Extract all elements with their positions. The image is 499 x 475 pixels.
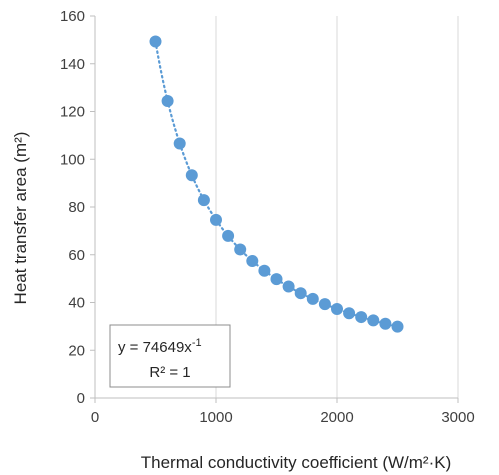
data-point: [367, 314, 380, 327]
data-point: [379, 317, 392, 330]
data-point: [294, 287, 307, 300]
y-tick-label: 0: [77, 390, 85, 407]
grid-layer: [215, 16, 459, 398]
data-point: [355, 311, 368, 324]
data-point: [197, 194, 210, 207]
trendline-equation-box: y = 74649x-1 R² = 1: [109, 324, 231, 388]
equation-text: y = 74649x-1: [118, 337, 202, 356]
x-tick-label: 3000: [441, 409, 474, 426]
data-point: [258, 264, 271, 277]
x-tick-label: 2000: [320, 409, 353, 426]
y-tick-label: 120: [60, 104, 85, 121]
data-point: [173, 137, 186, 150]
data-point: [282, 280, 295, 293]
data-point: [185, 169, 198, 182]
equation-prefix: y = 74649x: [118, 339, 192, 356]
r-squared-text: R² = 1: [149, 364, 190, 381]
data-point: [149, 35, 162, 48]
data-point: [343, 307, 356, 320]
data-point: [161, 94, 174, 107]
data-point: [270, 273, 283, 286]
tick-labels: 0 20 40 60 80 100 120 140 160 0 1000 2000 3000: [60, 8, 475, 426]
x-axis-title: Thermal conductivity coefficient (W/m²·K…: [141, 453, 451, 472]
data-point: [210, 213, 222, 226]
data-point: [331, 302, 343, 315]
x-tick-label: 1000: [199, 409, 232, 426]
x-tick-label: 0: [91, 409, 99, 426]
y-tick-label: 60: [68, 247, 85, 264]
equation-box-frame: [109, 324, 231, 388]
data-point: [222, 229, 235, 242]
y-tick-label: 160: [60, 8, 85, 25]
y-tick-label: 80: [68, 199, 85, 216]
equation-exponent: -1: [192, 337, 202, 349]
y-tick-label: 100: [60, 151, 85, 168]
data-point: [306, 292, 319, 305]
y-axis-title: Heat transfer area (m²): [11, 132, 30, 305]
axes-layer: [90, 15, 459, 403]
data-point: [234, 243, 247, 256]
y-tick-label: 40: [68, 295, 85, 312]
data-point: [391, 320, 404, 333]
data-point: [246, 254, 259, 267]
y-tick-label: 20: [68, 342, 85, 359]
y-tick-label: 140: [60, 56, 85, 73]
data-point: [318, 298, 331, 311]
points-layer: [149, 35, 404, 333]
